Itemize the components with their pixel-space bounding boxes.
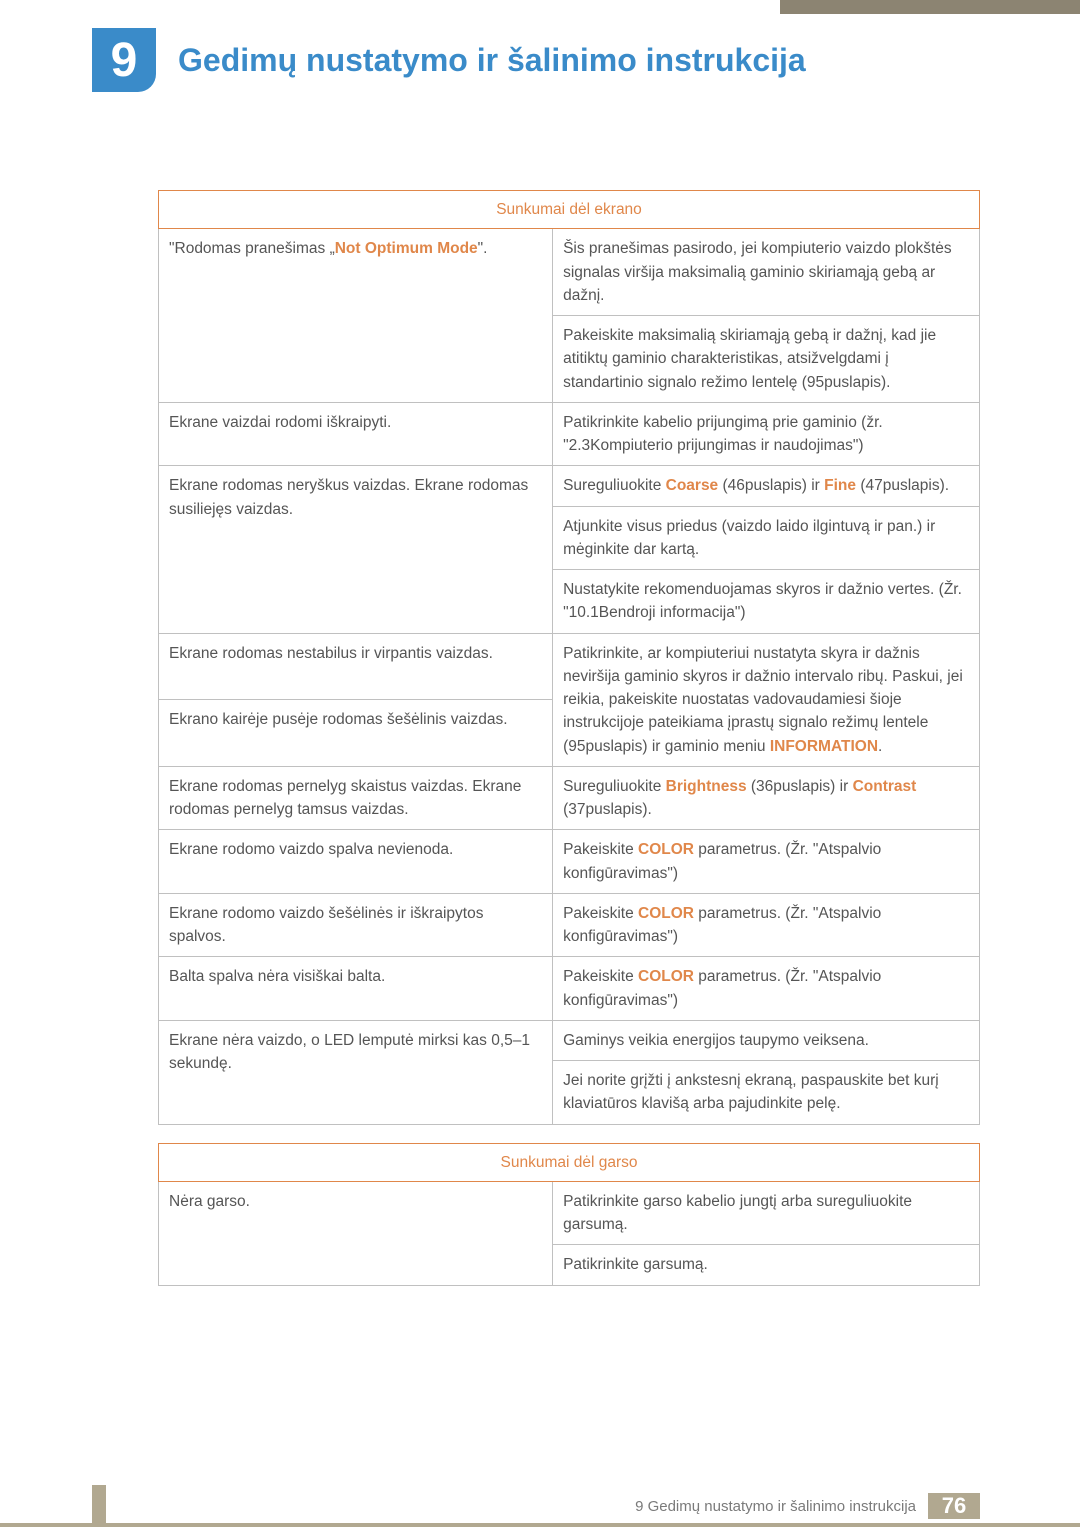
table1-r11-left: Ekrane rodomo vaizdo šešėlinės ir iškrai… (159, 893, 553, 957)
top-decor-bar (780, 0, 1080, 14)
table1-r13-right: Gaminys veikia energijos taupymo veiksen… (553, 1020, 980, 1060)
table1-r9-right: Sureguliuokite Brightness (36puslapis) i… (553, 766, 980, 830)
text: Pakeiskite (563, 905, 638, 922)
table2-r1-right: Patikrinkite garso kabelio jungtį arba s… (553, 1181, 980, 1245)
table1-r1-right: Šis pranešimas pasirodo, jei kompiuterio… (553, 229, 980, 316)
table1-r10-right: Pakeiskite COLOR parametrus. (Žr. "Atspa… (553, 830, 980, 894)
footer-accent (92, 1485, 106, 1527)
footer-page-number: 76 (928, 1493, 980, 1519)
text: . (878, 738, 882, 755)
table1-r6-right: Nustatykite rekomenduojamas skyros ir da… (553, 570, 980, 634)
text: Pakeiskite (563, 968, 638, 985)
table1-r1-left: "Rodomas pranešimas „Not Optimum Mode". (159, 229, 553, 403)
table1-r4-right: Sureguliuokite Coarse (46puslapis) ir Fi… (553, 466, 980, 506)
chapter-number-badge: 9 (92, 28, 156, 92)
text: (37puslapis). (563, 801, 652, 818)
hl-color: COLOR (638, 841, 694, 858)
table1-r3-left: Ekrane vaizdai rodomi iškraipyti. (159, 402, 553, 466)
text: (36puslapis) ir (747, 778, 853, 795)
table1-r7-right: Patikrinkite, ar kompiuteriui nustatyta … (553, 633, 980, 766)
table1-r5-right: Atjunkite visus priedus (vaizdo laido il… (553, 506, 980, 570)
table1-header: Sunkumai dėl ekrano (159, 191, 980, 229)
text: Sureguliuokite (563, 477, 666, 494)
table1-r13-left: Ekrane nėra vaizdo, o LED lemputė mirksi… (159, 1020, 553, 1124)
table1-r12-right: Pakeiskite COLOR parametrus. (Žr. "Atspa… (553, 957, 980, 1021)
text: Patikrinkite, ar kompiuteriui nustatyta … (563, 645, 963, 755)
hl-not-optimum-mode: Not Optimum Mode (335, 240, 478, 257)
table2-r1-left: Nėra garso. (159, 1181, 553, 1285)
hl-contrast: Contrast (853, 778, 917, 795)
footer-content: 9 Gedimų nustatymo ir šalinimo instrukci… (635, 1493, 980, 1519)
hl-color: COLOR (638, 968, 694, 985)
table1-r12-left: Balta spalva nėra visiškai balta. (159, 957, 553, 1021)
text: ". (478, 240, 488, 257)
table1-r4-left: Ekrane rodomas neryškus vaizdas. Ekrane … (159, 466, 553, 633)
table1-r11-right: Pakeiskite COLOR parametrus. (Žr. "Atspa… (553, 893, 980, 957)
text: (47puslapis). (856, 477, 949, 494)
content-area: Sunkumai dėl ekrano "Rodomas pranešimas … (158, 190, 980, 1304)
table1-r9-left: Ekrane rodomas pernelyg skaistus vaizdas… (159, 766, 553, 830)
chapter-title: Gedimų nustatymo ir šalinimo instrukcija (178, 42, 806, 79)
footer-text: 9 Gedimų nustatymo ir šalinimo instrukci… (635, 1498, 916, 1515)
hl-coarse: Coarse (666, 477, 719, 494)
text: (46puslapis) ir (718, 477, 824, 494)
table1-r7-left: Ekrane rodomas nestabilus ir virpantis v… (159, 633, 553, 700)
text: "Rodomas pranešimas „ (169, 240, 335, 257)
sound-issues-table: Sunkumai dėl garso Nėra garso. Patikrink… (158, 1143, 980, 1286)
text: Sureguliuokite (563, 778, 666, 795)
footer-stripe (0, 1523, 1080, 1527)
screen-issues-table: Sunkumai dėl ekrano "Rodomas pranešimas … (158, 190, 980, 1125)
text: Pakeiskite (563, 841, 638, 858)
footer: 9 Gedimų nustatymo ir šalinimo instrukci… (0, 1485, 1080, 1527)
table1-r8-left: Ekrano kairėje pusėje rodomas šešėlinis … (159, 700, 553, 767)
hl-information: INFORMATION (770, 738, 878, 755)
table1-r10-left: Ekrane rodomo vaizdo spalva nevienoda. (159, 830, 553, 894)
table1-r2-right: Pakeiskite maksimalią skiriamąją gebą ir… (553, 316, 980, 403)
table1-r14-right: Jei norite grįžti į ankstesnį ekraną, pa… (553, 1061, 980, 1125)
table2-r2-right: Patikrinkite garsumą. (553, 1245, 980, 1285)
table1-r3-right: Patikrinkite kabelio prijungimą prie gam… (553, 402, 980, 466)
chapter-header: 9 Gedimų nustatymo ir šalinimo instrukci… (92, 28, 806, 92)
hl-brightness: Brightness (666, 778, 747, 795)
hl-color: COLOR (638, 905, 694, 922)
hl-fine: Fine (824, 477, 856, 494)
table2-header: Sunkumai dėl garso (159, 1143, 980, 1181)
